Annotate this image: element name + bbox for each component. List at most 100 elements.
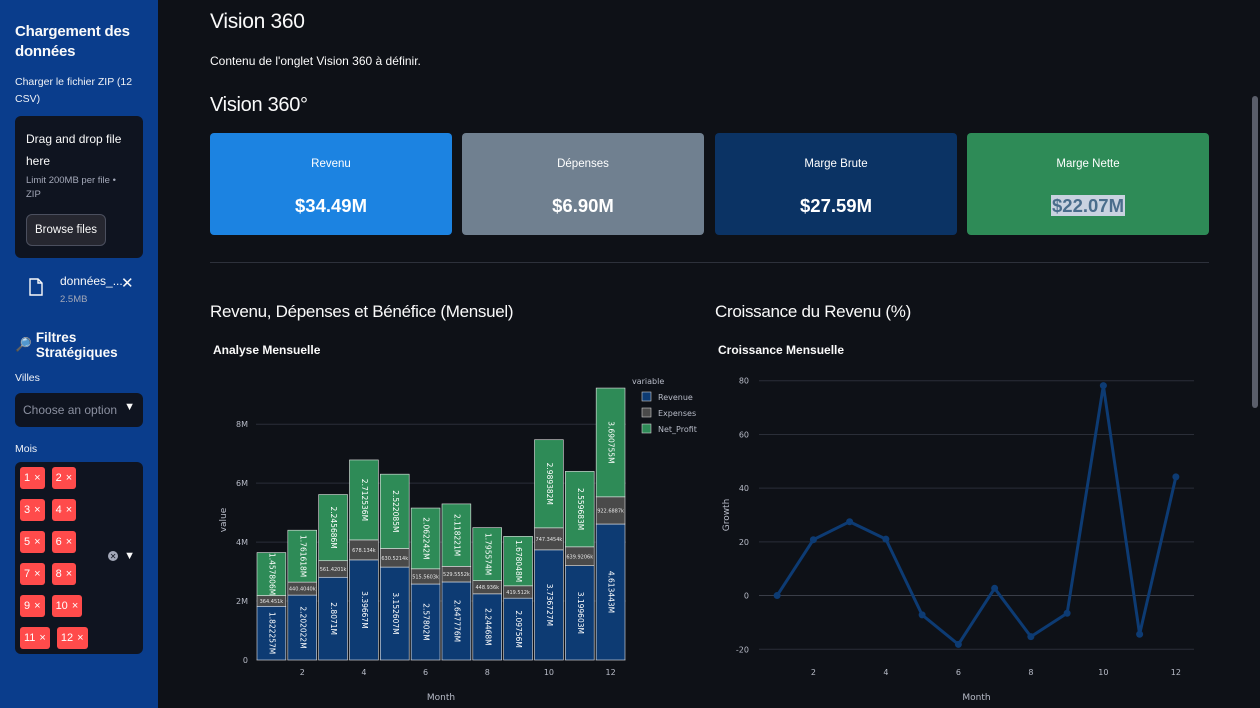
x-tick-label: 4 [361,668,366,677]
remove-tag-icon[interactable]: × [34,536,41,548]
mois-tag[interactable]: 3 × [20,499,45,521]
chevron-down-icon[interactable]: ▼ [124,550,135,562]
bar-net-profit [472,527,502,581]
mois-tag-label: 9 [24,600,31,612]
file-dropzone[interactable]: Drag and drop file here Limit 200MB per … [15,116,143,258]
kpi-label: Marge Nette [1056,158,1120,170]
browse-files-button[interactable]: Browse files [26,214,106,246]
growth-point [991,584,999,592]
bar-data-label: 2.712536M [360,479,369,521]
y-tick-label: 0 [243,656,248,665]
remove-tag-icon[interactable]: × [34,472,41,484]
bar-data-label: 515.5603k [412,574,439,580]
sidebar-title: Chargement des données [15,23,130,60]
y-tick-label: 80 [739,377,749,386]
remove-tag-icon[interactable]: × [65,568,73,580]
bar-data-label: 639.9206k [566,554,593,560]
file-name: données_... [60,274,123,288]
growth-point [1172,473,1180,481]
y-tick-label: 2M [236,597,248,606]
bar-data-label: 3.736727M [545,584,554,626]
villes-select[interactable]: Choose an option ▼ [15,393,143,427]
growth-line [775,385,1178,647]
mois-tag[interactable]: 7 × [20,563,45,585]
bar-data-label: 448.936k [475,585,499,591]
x-axis-label: Month [427,693,455,703]
growth-point [918,611,926,619]
bar-net-profit [565,471,595,548]
bar-net-profit [410,507,441,570]
remove-file-icon[interactable]: ✕ [121,275,134,292]
y-tick-label: -20 [736,645,749,654]
bar-revenue [472,593,502,661]
bar-revenue [565,565,595,661]
magnifier-icon: 🔎 [15,337,32,352]
mois-tag-label: 4 [55,504,62,516]
bar-expenses [595,496,626,525]
x-tick-label: 4 [883,668,888,677]
scrollbar[interactable] [1252,96,1258,408]
page-title: Vision 360 [210,10,305,33]
remove-tag-icon[interactable]: × [65,504,73,516]
kpi-card-marge-brute: Marge Brute $27.59M [715,133,957,235]
bar-net-profit [318,494,348,562]
mois-tag[interactable]: 9 × [20,595,45,617]
remove-tag-icon[interactable]: × [39,632,46,644]
remove-tag-icon[interactable]: × [34,600,41,612]
mois-tag-label: 5 [24,536,31,548]
page-subtitle: Contenu de l'onglet Vision 360 à définir… [210,54,421,68]
kpi-label: Dépenses [557,158,609,170]
x-tick-label: 10 [544,668,554,677]
mois-tag[interactable]: 5 × [20,531,45,553]
mois-label: Mois [15,443,38,455]
bar-data-label: 2.202022M [298,606,307,648]
remove-tag-icon[interactable]: × [34,568,41,580]
bar-data-label: 3.39667M [360,591,369,629]
x-tick-label: 8 [485,668,490,677]
mois-tag[interactable]: 12 × [56,627,88,649]
growth-point [809,536,817,544]
remove-tag-icon[interactable]: × [77,632,84,644]
bar-data-label: 2.245686M [329,506,338,548]
growth-point [1136,630,1144,638]
growth-point [846,518,854,526]
mois-tag-label: 7 [24,568,31,580]
bar-revenue [380,566,410,661]
growth-point [882,535,890,543]
mois-tag-label: 6 [55,536,62,548]
growth-point [1063,609,1071,617]
bar-data-label: 1.822257M [267,612,276,654]
remove-tag-icon[interactable]: × [34,504,41,516]
uploaded-file: données_... 2.5MB ✕ [15,264,143,320]
clear-all-icon[interactable]: ✕ [108,551,119,561]
mois-tag[interactable]: 1 × [20,467,45,489]
bar-data-label: 2.989382M [545,463,554,505]
bar-revenue [410,583,441,661]
remove-tag-icon[interactable]: × [71,600,79,612]
kpi-value: $27.59M [800,195,872,216]
filters-title: 🔎 Filtres Stratégiques [15,330,143,360]
mois-tag[interactable]: 10 × [51,595,83,617]
villes-placeholder: Choose an option [23,403,118,417]
bar-data-label: 2.647776M [452,600,461,642]
x-tick-label: 2 [300,668,305,677]
growth-point [1099,382,1107,390]
x-tick-label: 2 [811,668,816,677]
bar-data-label: 440.4040k [289,587,316,593]
mois-tag[interactable]: 8 × [51,563,77,585]
mois-tag[interactable]: 11 × [20,627,50,649]
bar-data-label: 2.118221M [452,514,461,556]
mois-multiselect[interactable]: 1 × 2 × 3 × 4 × 5 × 6 × 7 × 8 × 9 × 10 × 11 × 12 × ✕ ▼ [15,462,143,654]
bar-revenue [595,523,626,661]
mois-tag[interactable]: 2 × [51,467,77,489]
bar-data-label: 2.09756M [514,610,523,648]
growth-point [773,592,781,600]
mois-tag[interactable]: 6 × [51,531,77,553]
kpi-card-marge-nette: Marge Nette $22.07M [967,133,1209,235]
legend-swatch [641,391,652,402]
remove-tag-icon[interactable]: × [65,536,73,548]
y-tick-label: 8M [236,420,248,429]
mois-tag[interactable]: 4 × [51,499,77,521]
remove-tag-icon[interactable]: × [65,472,73,484]
